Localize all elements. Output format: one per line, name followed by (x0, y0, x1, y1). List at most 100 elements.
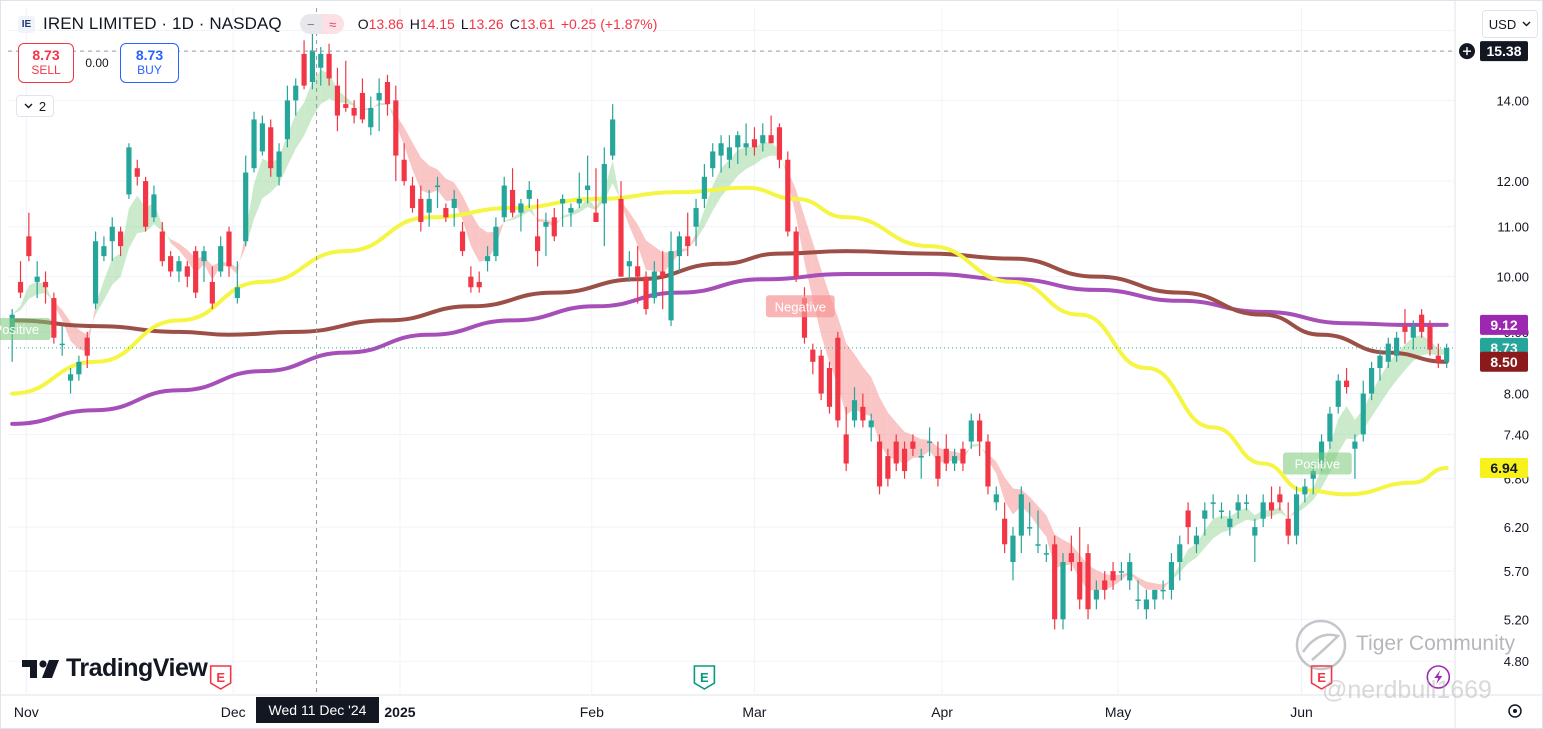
candle-body (626, 261, 632, 267)
candle-body (1444, 347, 1450, 362)
price-tag-text: 8.50 (1490, 354, 1517, 370)
minus-icon[interactable]: − (299, 14, 322, 34)
candle-body (543, 221, 549, 227)
trend-cloud-segment (1371, 377, 1380, 417)
chart-header: IE IREN LIMITED · 1D · NASDAQ − ≈ O13.86… (18, 13, 657, 35)
trend-cloud-segment (1271, 507, 1280, 517)
trend-cloud-segment (704, 185, 713, 227)
flash-icon[interactable] (1426, 665, 1451, 689)
candle-body (768, 135, 774, 144)
indicators-collapse-button[interactable]: 2 (16, 95, 54, 117)
trend-cloud-segment (846, 343, 855, 416)
candle-body (418, 198, 424, 222)
earnings-icon[interactable]: E (693, 665, 716, 690)
trend-cloud-segment (412, 142, 421, 191)
trend-cloud-segment (612, 160, 621, 204)
candle-body (193, 251, 199, 293)
symbol-logo-icon: IE (18, 15, 35, 33)
buy-button[interactable]: 8.73 BUY (120, 43, 179, 83)
trend-cloud-segment (178, 243, 188, 261)
crosshair-date-label: Wed 11 Dec '24 (256, 697, 379, 723)
trend-cloud-segment (1388, 353, 1397, 392)
candle-body (168, 256, 174, 272)
candle-body (468, 276, 474, 288)
indicator-toggle-pill[interactable]: − ≈ (299, 14, 344, 34)
high-value: 14.15 (419, 16, 455, 32)
candle-body (1360, 393, 1366, 435)
candle-body (1085, 553, 1091, 610)
candle-body (785, 159, 791, 232)
candle-body (1110, 571, 1116, 581)
candle-body (1385, 343, 1391, 362)
trend-cloud-segment (95, 280, 104, 315)
candle-body (126, 147, 132, 195)
settings-gear-icon[interactable] (1508, 704, 1522, 718)
candle-body (42, 281, 49, 288)
symbol-title[interactable]: IREN LIMITED · 1D · NASDAQ (43, 14, 282, 33)
candle-body (535, 236, 541, 252)
candle-body (868, 420, 874, 428)
spread-value: 0.00 (85, 56, 109, 70)
candle-body (751, 139, 758, 148)
close-label: C (509, 16, 520, 32)
high-label: H (409, 16, 420, 32)
candle-body (1060, 562, 1066, 620)
candle-body (1435, 355, 1441, 362)
earnings-icon[interactable]: E (1310, 665, 1333, 690)
sell-button[interactable]: 8.73 SELL (18, 43, 74, 83)
trend-cloud-segment (128, 195, 138, 249)
trend-cloud-segment (971, 443, 980, 448)
currency-label: USD (1488, 16, 1517, 32)
candle-body (493, 226, 499, 257)
candle-body (301, 53, 307, 86)
trend-cloud-segment (579, 198, 588, 213)
currency-select[interactable]: USD (1482, 10, 1538, 38)
trend-cloud-segment (262, 158, 271, 199)
candle-body (576, 198, 582, 204)
candle-body (1118, 571, 1124, 573)
wave-icon[interactable]: ≈ (321, 14, 344, 34)
candle-body (568, 208, 574, 213)
earnings-icon[interactable]: E (209, 665, 232, 690)
candle-body (409, 185, 416, 209)
trend-label-box (1282, 452, 1352, 475)
candle-body (943, 448, 949, 464)
trend-cloud-segment (254, 158, 263, 219)
tradingview-logo[interactable]: TradingView (22, 654, 208, 683)
chevron-down-icon (1522, 21, 1531, 27)
candle-body (851, 400, 858, 421)
trend-cloud-segment (721, 159, 730, 197)
candle-body (1343, 380, 1350, 388)
trend-cloud-segment (12, 305, 21, 315)
candle-body (209, 281, 215, 304)
candle-body (1043, 553, 1049, 555)
trend-cloud-segment (495, 221, 505, 247)
trend-cloud-segment (1138, 577, 1147, 590)
candle-body (526, 189, 532, 199)
price-scale-tag: 6.94 (1480, 458, 1528, 479)
candle-body (501, 185, 507, 218)
candle-body (876, 441, 883, 487)
candle-body (1160, 589, 1166, 592)
candle-body (201, 251, 207, 262)
y-tick-label: 10.00 (1496, 270, 1529, 285)
candle-body (134, 168, 140, 177)
candle-body (1010, 535, 1016, 563)
trend-cloud-segment (429, 165, 438, 194)
candle-body (885, 456, 891, 479)
candle-body (243, 172, 249, 242)
candle-body (985, 441, 991, 487)
candle-body (760, 135, 766, 144)
candle-body (76, 361, 82, 375)
candle-body (1027, 527, 1033, 529)
candle-body (1227, 518, 1233, 528)
trend-cloud-segment (762, 142, 772, 159)
price-tag-text: 15.38 (1486, 43, 1521, 59)
candle-body (1310, 471, 1316, 479)
candle-body (1018, 494, 1024, 536)
candle-body (1402, 326, 1408, 332)
candle-body (685, 236, 691, 247)
trend-cloud-segment (871, 377, 880, 444)
candle-body (1285, 518, 1291, 536)
